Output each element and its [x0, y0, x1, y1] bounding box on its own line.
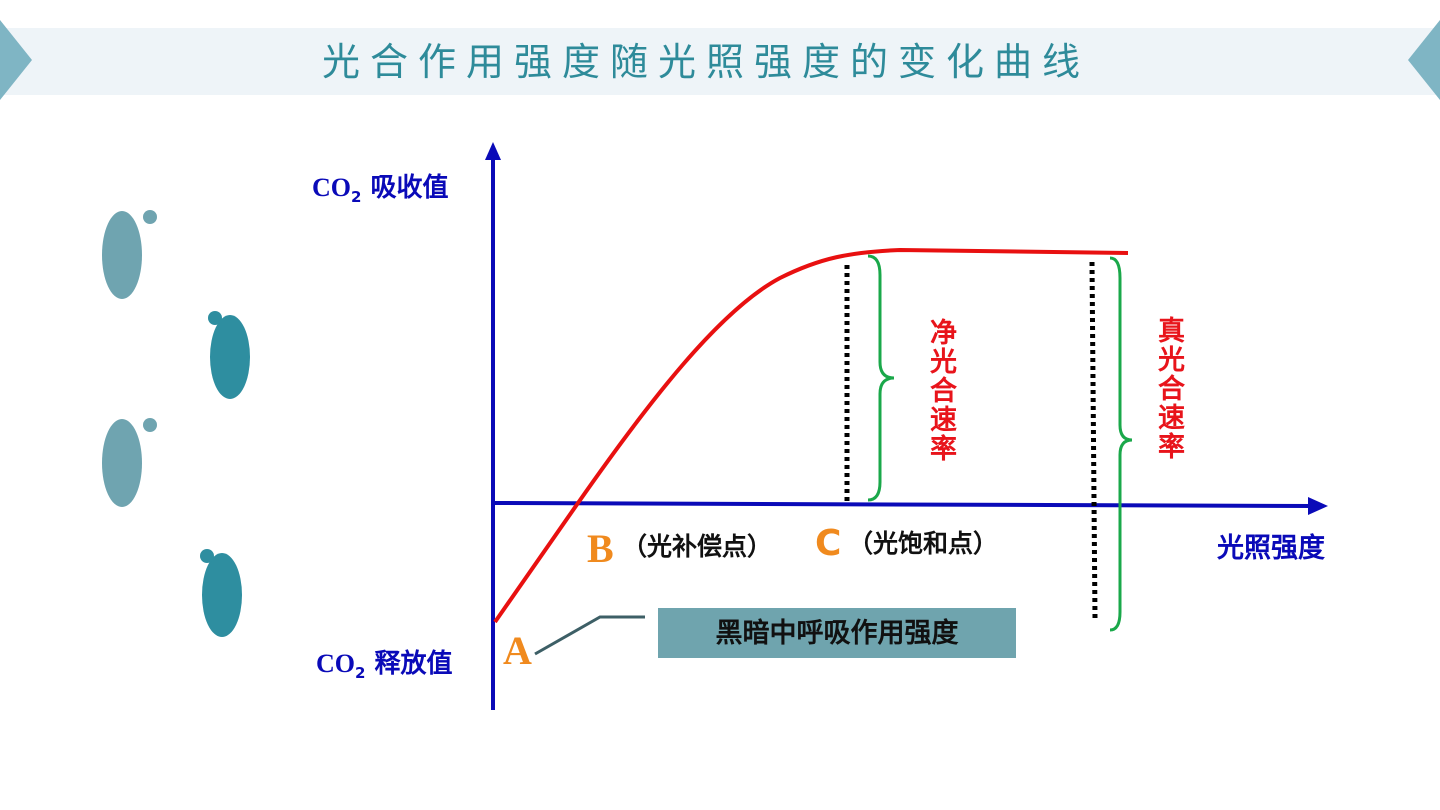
y-bottom-label: CO2 释放值: [316, 648, 453, 682]
brace: [867, 254, 895, 502]
title-bar: [0, 28, 1440, 95]
brace-label: 净光合速率: [925, 318, 956, 463]
corner-ornament: [0, 20, 32, 100]
point-letter: A: [503, 628, 532, 673]
brace: [1109, 256, 1133, 632]
y-arrow: [485, 142, 501, 160]
dotted-line: [1089, 261, 1098, 619]
box-label: 黑暗中呼吸作用强度: [716, 617, 959, 649]
label-box: [658, 608, 1016, 658]
y-top-label: CO2 吸收值: [312, 173, 449, 206]
point-letter: B: [587, 526, 614, 571]
point-letter: C: [815, 523, 841, 564]
connector: [534, 615, 645, 656]
x-label: 光照强度: [1216, 532, 1325, 564]
corner-ornament: [1408, 20, 1440, 100]
title: 光合作用强度随光照强度的变化曲线: [322, 40, 1090, 84]
point-note: （光补偿点）: [622, 532, 772, 561]
point-note: （光饱和点）: [848, 529, 998, 558]
curve: [493, 247, 1129, 624]
brace-label: 真光合速率: [1153, 316, 1184, 461]
x-arrow: [1308, 497, 1328, 515]
x-axis: [492, 501, 1313, 508]
footprints: [102, 210, 250, 637]
